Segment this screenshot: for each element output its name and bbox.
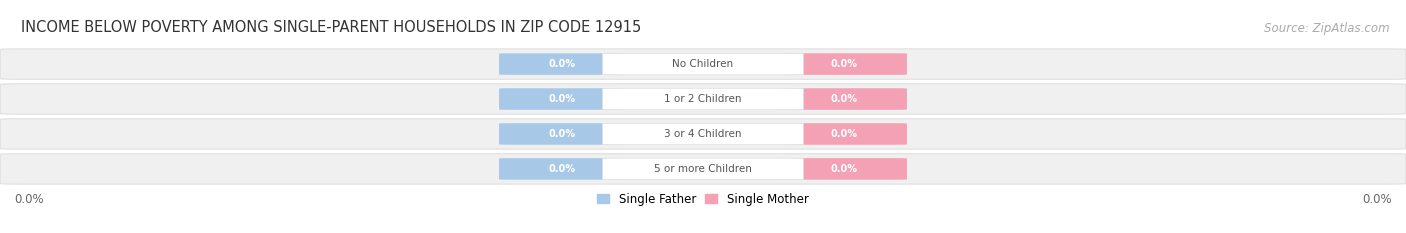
Text: 0.0%: 0.0%	[1362, 193, 1392, 206]
FancyBboxPatch shape	[499, 158, 624, 180]
FancyBboxPatch shape	[0, 49, 1406, 79]
Text: 1 or 2 Children: 1 or 2 Children	[664, 94, 742, 104]
Text: 0.0%: 0.0%	[831, 164, 858, 174]
FancyBboxPatch shape	[602, 158, 804, 180]
FancyBboxPatch shape	[499, 88, 624, 110]
FancyBboxPatch shape	[782, 88, 907, 110]
Text: 0.0%: 0.0%	[548, 164, 575, 174]
Text: 0.0%: 0.0%	[831, 59, 858, 69]
FancyBboxPatch shape	[782, 123, 907, 145]
FancyBboxPatch shape	[0, 84, 1406, 114]
Text: 0.0%: 0.0%	[548, 59, 575, 69]
Text: Source: ZipAtlas.com: Source: ZipAtlas.com	[1264, 22, 1389, 35]
FancyBboxPatch shape	[782, 53, 907, 75]
Legend: Single Father, Single Mother: Single Father, Single Mother	[598, 193, 808, 206]
Text: No Children: No Children	[672, 59, 734, 69]
FancyBboxPatch shape	[602, 53, 804, 75]
Text: INCOME BELOW POVERTY AMONG SINGLE-PARENT HOUSEHOLDS IN ZIP CODE 12915: INCOME BELOW POVERTY AMONG SINGLE-PARENT…	[21, 21, 641, 35]
FancyBboxPatch shape	[0, 119, 1406, 149]
Text: 0.0%: 0.0%	[831, 129, 858, 139]
FancyBboxPatch shape	[499, 53, 624, 75]
FancyBboxPatch shape	[602, 88, 804, 110]
Text: 0.0%: 0.0%	[548, 129, 575, 139]
Text: 5 or more Children: 5 or more Children	[654, 164, 752, 174]
FancyBboxPatch shape	[602, 123, 804, 145]
Text: 0.0%: 0.0%	[14, 193, 44, 206]
FancyBboxPatch shape	[0, 154, 1406, 184]
FancyBboxPatch shape	[499, 123, 624, 145]
FancyBboxPatch shape	[782, 158, 907, 180]
Text: 0.0%: 0.0%	[831, 94, 858, 104]
Text: 3 or 4 Children: 3 or 4 Children	[664, 129, 742, 139]
Text: 0.0%: 0.0%	[548, 94, 575, 104]
